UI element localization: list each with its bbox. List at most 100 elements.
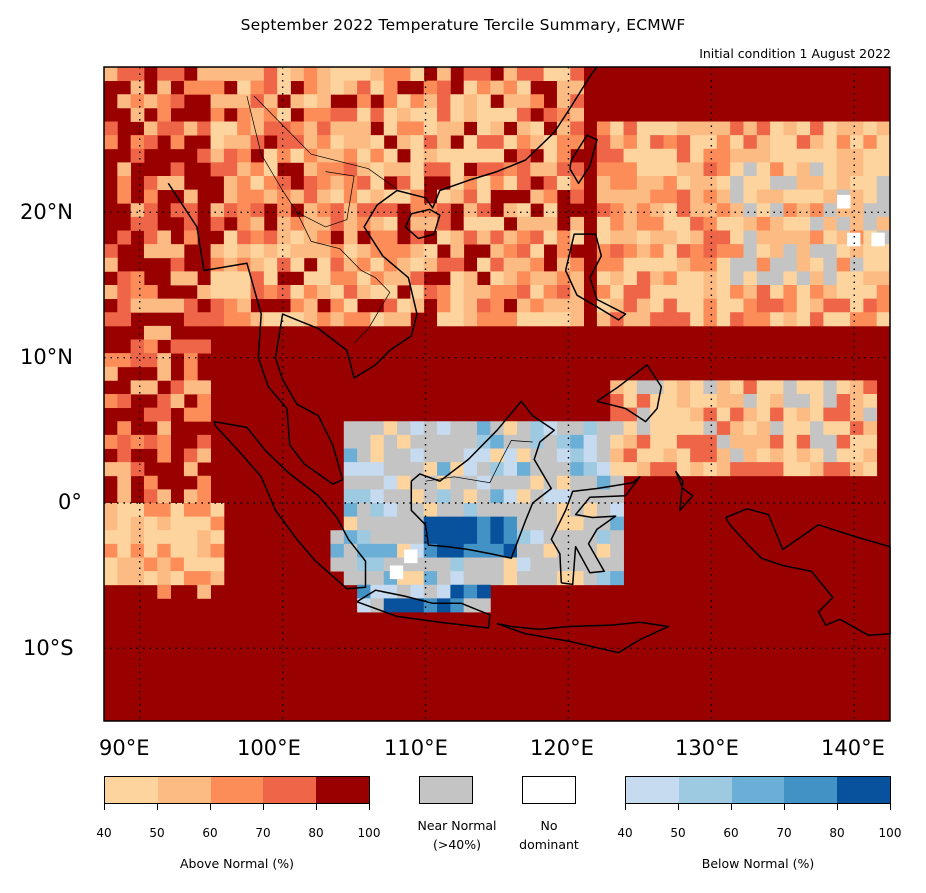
grid-cell xyxy=(317,121,331,136)
grid-cell xyxy=(836,298,851,313)
grid-cell xyxy=(623,298,638,313)
grid-cell xyxy=(636,271,651,286)
grid-cell xyxy=(183,203,198,218)
grid-cell xyxy=(437,448,451,463)
grid-cell xyxy=(876,189,891,204)
grid-cell xyxy=(543,571,558,586)
grid-cell xyxy=(477,203,491,218)
country-border xyxy=(425,440,533,484)
grid-cell xyxy=(636,203,651,218)
grid-cell xyxy=(650,121,664,136)
grid-cell xyxy=(357,80,371,95)
grid-cell xyxy=(210,543,225,558)
grid-cell xyxy=(663,380,678,395)
grid-cell xyxy=(836,312,851,327)
grid-cell xyxy=(836,394,851,409)
grid-cell xyxy=(530,135,545,150)
no-dominant-cell xyxy=(871,232,885,247)
grid-cell xyxy=(410,475,425,490)
grid-cell xyxy=(756,121,771,136)
grid-cell xyxy=(503,94,518,109)
above-normal-colorbar xyxy=(104,776,370,804)
lat-tick-20n: 20°N xyxy=(20,200,73,224)
above-tick-label: 50 xyxy=(149,826,165,840)
grid-cell xyxy=(317,216,331,231)
grid-cell xyxy=(663,462,678,477)
no-dominant-swatch xyxy=(522,776,576,804)
grid-cell xyxy=(650,148,664,163)
grid-cell xyxy=(676,257,691,272)
grid-cell xyxy=(796,312,811,327)
grid-cell xyxy=(370,148,385,163)
grid-cell xyxy=(263,80,278,95)
grid-cell xyxy=(463,462,478,477)
grid-cell xyxy=(676,285,691,300)
grid-cell xyxy=(383,298,398,313)
grid-cell xyxy=(423,148,438,163)
grid-cell xyxy=(343,298,358,313)
grid-cell xyxy=(850,421,864,436)
grid-cell xyxy=(730,462,744,477)
grid-cell xyxy=(410,216,425,231)
grid-cell xyxy=(636,135,651,150)
grid-cell xyxy=(756,244,771,259)
grid-cell xyxy=(543,434,558,449)
grid-cell xyxy=(197,394,211,409)
grid-cell xyxy=(850,257,864,272)
grid-cell xyxy=(210,271,225,286)
grid-cell xyxy=(250,216,265,231)
grid-cell xyxy=(143,489,158,504)
grid-cell xyxy=(477,285,491,300)
grid-cell xyxy=(770,312,784,327)
grid-cell xyxy=(183,557,198,572)
grid-cell xyxy=(716,189,731,204)
grid-cell xyxy=(477,80,491,95)
grid-cell xyxy=(596,530,611,545)
grid-cell xyxy=(663,176,678,191)
grid-cell xyxy=(516,162,531,177)
grid-cell xyxy=(357,448,371,463)
grid-cell xyxy=(423,516,438,531)
grid-cell xyxy=(836,162,851,177)
grid-cell xyxy=(636,312,651,327)
grid-cell xyxy=(730,380,744,395)
grid-cell xyxy=(490,107,505,122)
grid-cell xyxy=(690,148,704,163)
grid-cell xyxy=(383,434,398,449)
grid-cell xyxy=(210,244,225,259)
grid-cell xyxy=(397,434,411,449)
grid-cell xyxy=(783,189,798,204)
grid-cell xyxy=(370,489,385,504)
grid-cell xyxy=(277,176,291,191)
grid-cell xyxy=(463,421,478,436)
grid-cell xyxy=(756,135,771,150)
grid-cell xyxy=(516,121,531,136)
grid-cell xyxy=(317,230,331,245)
grid-cell xyxy=(796,462,811,477)
grid-cell xyxy=(450,298,465,313)
grid-cell xyxy=(223,298,238,313)
grid-cell xyxy=(383,516,398,531)
grid-cell xyxy=(183,407,198,422)
grid-cell xyxy=(383,244,398,259)
grid-cell xyxy=(397,598,411,613)
grid-cell xyxy=(290,312,305,327)
above-seg-80-100 xyxy=(316,777,369,803)
grid-cell xyxy=(343,434,358,449)
grid-cell xyxy=(463,203,478,218)
grid-cell xyxy=(623,462,638,477)
grid-cell xyxy=(303,285,318,300)
grid-cell xyxy=(490,176,505,191)
grid-cell xyxy=(397,462,411,477)
grid-cell xyxy=(530,189,545,204)
grid-cell xyxy=(290,257,305,272)
grid-cell xyxy=(117,421,132,436)
grid-cell xyxy=(850,434,864,449)
below-seg-40-50 xyxy=(626,777,679,803)
grid-cell xyxy=(423,584,438,599)
grid-cell xyxy=(130,271,145,286)
coastline xyxy=(496,621,670,654)
grid-cell xyxy=(636,121,651,136)
grid-cell xyxy=(157,244,172,259)
grid-cell xyxy=(437,530,451,545)
